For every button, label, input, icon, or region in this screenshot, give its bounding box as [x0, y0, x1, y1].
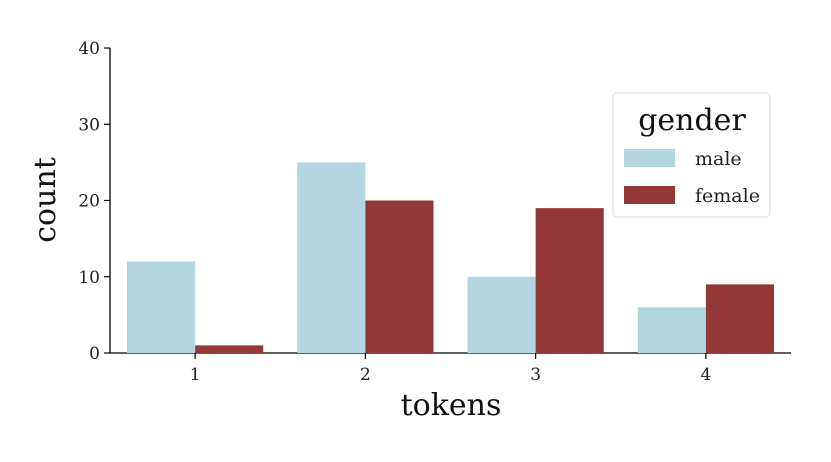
y-tick-label-10: 10	[78, 268, 100, 288]
y-axis-title: count	[28, 157, 63, 243]
bar-female-1	[195, 345, 264, 353]
bar-male-4	[637, 307, 706, 353]
y-ticks: 0 10 20 30 40	[78, 39, 110, 364]
legend-swatch-female	[624, 186, 675, 204]
legend-label-male: male	[695, 148, 742, 170]
legend-swatch-male	[624, 149, 675, 167]
x-tick-label-2: 2	[360, 365, 371, 385]
y-tick-label-0: 0	[89, 344, 100, 364]
y-tick-label-40: 40	[78, 39, 100, 59]
bar-female-2	[365, 200, 434, 353]
legend-label-female: female	[695, 185, 760, 207]
y-tick-label-30: 30	[78, 115, 100, 135]
bar-male-3	[467, 276, 536, 353]
x-tick-label-3: 3	[530, 365, 541, 385]
bar-male-1	[127, 261, 196, 353]
bar-male-2	[297, 162, 366, 353]
x-tick-label-1: 1	[190, 365, 201, 385]
legend: gender male female	[612, 92, 771, 218]
x-axis-title: tokens	[401, 388, 502, 423]
x-ticks: 1 2 3 4	[190, 353, 711, 385]
bars-group	[127, 162, 774, 353]
bar-female-4	[705, 284, 774, 353]
bar-female-3	[535, 208, 604, 353]
y-tick-label-20: 20	[78, 192, 100, 212]
x-tick-label-4: 4	[700, 365, 711, 385]
legend-title: gender	[638, 103, 746, 138]
